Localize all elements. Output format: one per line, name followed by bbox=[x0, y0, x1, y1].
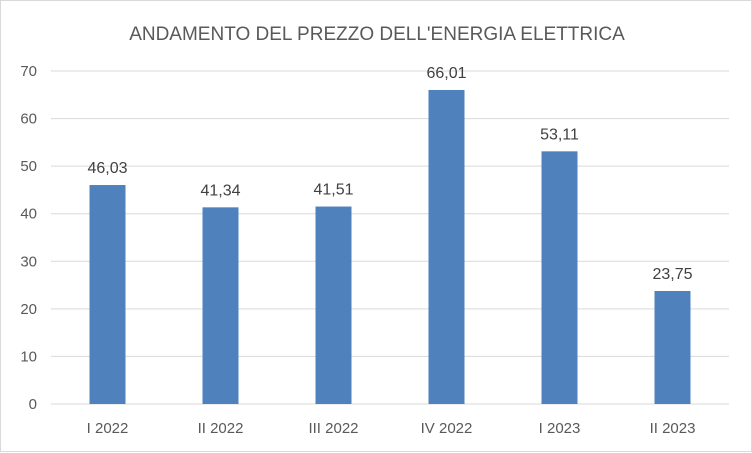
bar bbox=[428, 89, 465, 404]
y-tick-label: 40 bbox=[20, 206, 37, 223]
x-tick-label: II 2022 bbox=[198, 420, 244, 437]
x-axis: I 2022 II 2022 III 2022 IV 2022 I 2023 II 202… bbox=[87, 420, 696, 437]
y-tick-label: 10 bbox=[20, 348, 37, 365]
y-tick-label: 60 bbox=[20, 111, 37, 128]
gridlines bbox=[51, 70, 729, 405]
data-label: 41,34 bbox=[200, 182, 240, 199]
bars bbox=[89, 89, 691, 404]
data-label: 23,75 bbox=[652, 266, 692, 283]
data-label: 66,01 bbox=[426, 65, 466, 82]
x-tick-label: II 2023 bbox=[650, 420, 696, 437]
chart-title: ANDAMENTO DEL PREZZO DELL'ENERGIA ELETTR… bbox=[129, 24, 625, 45]
y-tick-label: 70 bbox=[20, 63, 37, 80]
bar bbox=[202, 207, 239, 404]
bar bbox=[315, 206, 352, 404]
x-tick-label: IV 2022 bbox=[421, 420, 473, 437]
x-tick-label: I 2022 bbox=[87, 420, 129, 437]
y-tick-label: 50 bbox=[20, 158, 37, 175]
x-tick-label: III 2022 bbox=[308, 420, 358, 437]
data-labels: 46,03 41,34 41,51 66,01 53,11 23,75 bbox=[87, 65, 692, 283]
y-tick-label: 0 bbox=[29, 396, 37, 413]
bar bbox=[541, 151, 578, 404]
data-label: 46,03 bbox=[87, 160, 127, 177]
bar bbox=[89, 185, 126, 404]
y-axis: 0 10 20 30 40 50 60 70 bbox=[20, 63, 37, 413]
x-tick-label: I 2023 bbox=[539, 420, 581, 437]
data-label: 53,11 bbox=[540, 126, 579, 143]
data-label: 41,51 bbox=[313, 182, 353, 199]
y-tick-label: 30 bbox=[20, 253, 37, 270]
y-tick-label: 20 bbox=[20, 301, 37, 318]
bar bbox=[654, 291, 691, 404]
